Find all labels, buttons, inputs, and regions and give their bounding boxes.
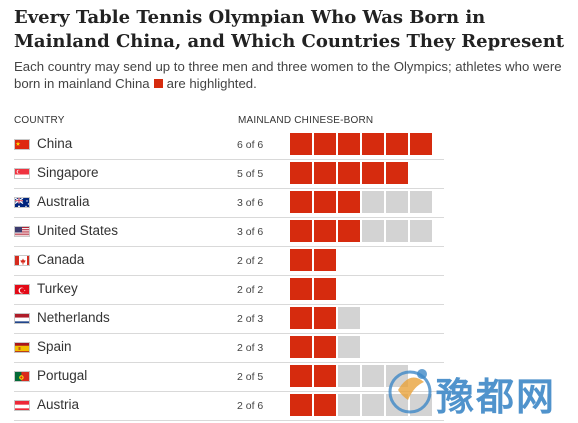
country-name: China	[37, 136, 73, 151]
born-in-china-cell	[314, 278, 336, 300]
born-in-china-cell	[314, 394, 336, 416]
china-flag-icon	[14, 139, 30, 150]
other-athlete-cell	[338, 365, 360, 387]
country-row-singapore: Singapore 5 of 5	[14, 159, 444, 189]
canada-flag-icon	[14, 255, 30, 266]
country-row-turkey: Turkey 2 of 2	[14, 275, 444, 305]
united-states-flag-icon	[14, 226, 30, 237]
born-count-label: 5 of 5	[237, 168, 264, 180]
born-in-china-cell	[338, 220, 360, 242]
country-name: Netherlands	[37, 310, 110, 325]
portugal-flag-icon	[14, 371, 30, 382]
born-in-china-cell	[314, 220, 336, 242]
born-count-label: 3 of 6	[237, 226, 264, 238]
born-in-china-cell	[338, 191, 360, 213]
country-row-portugal: Portugal 2 of 5	[14, 362, 444, 392]
born-in-china-cell	[314, 365, 336, 387]
born-count-label: 2 of 6	[237, 400, 264, 412]
singapore-flag-icon	[14, 168, 30, 179]
country-name: Canada	[37, 252, 85, 267]
turkey-flag-icon	[14, 284, 30, 295]
born-in-china-cell	[314, 162, 336, 184]
watermark: 豫都网	[384, 360, 574, 419]
other-athlete-cell	[410, 220, 432, 242]
country-row-canada: Canada 2 of 2	[14, 246, 444, 276]
other-athlete-cell	[386, 191, 408, 213]
born-in-china-cell	[362, 133, 384, 155]
country-row-united-states: United States 3 of 6	[14, 217, 444, 247]
chart-title: Every Table Tennis Olympian Who Was Born…	[14, 7, 565, 52]
country-row-austria: Austria 2 of 6	[14, 391, 444, 421]
born-in-china-cell	[410, 133, 432, 155]
born-in-china-cell	[338, 133, 360, 155]
born-count-label: 2 of 2	[237, 255, 264, 267]
other-athlete-cell	[338, 307, 360, 329]
born-in-china-cell	[314, 249, 336, 271]
watermark-logo-icon	[388, 369, 432, 414]
other-athlete-cell	[410, 191, 432, 213]
born-count-label: 2 of 3	[237, 313, 264, 325]
country-row-spain: Spain 2 of 3	[14, 333, 444, 363]
other-athlete-cell	[362, 191, 384, 213]
country-name: Turkey	[37, 281, 78, 296]
born-in-china-cell	[386, 162, 408, 184]
born-in-china-cell	[290, 336, 312, 358]
chart-subtitle: Each country may send up to three men an…	[14, 58, 574, 92]
born-in-china-cell	[290, 307, 312, 329]
born-count-label: 6 of 6	[237, 139, 264, 151]
other-athlete-cell	[362, 220, 384, 242]
other-athlete-cell	[362, 365, 384, 387]
born-in-china-cell	[290, 365, 312, 387]
born-in-china-cell	[290, 394, 312, 416]
subtitle-text-end: are highlighted.	[166, 76, 257, 91]
country-row-china: China 6 of 6	[14, 130, 444, 160]
other-athlete-cell	[338, 336, 360, 358]
born-in-china-cell	[290, 249, 312, 271]
born-in-china-cell	[314, 191, 336, 213]
other-athlete-cell	[362, 394, 384, 416]
born-in-china-cell	[290, 162, 312, 184]
born-count-label: 2 of 5	[237, 371, 264, 383]
watermark-text: 豫都网	[436, 375, 557, 419]
born-column-header: MAINLAND CHINESE-BORN	[238, 115, 374, 126]
born-in-china-cell	[290, 278, 312, 300]
born-in-china-cell	[290, 191, 312, 213]
country-name: Austria	[37, 397, 80, 412]
country-column-header: COUNTRY	[14, 115, 65, 126]
born-in-china-cell	[314, 307, 336, 329]
country-name: Portugal	[37, 368, 88, 383]
other-athlete-cell	[386, 220, 408, 242]
born-in-china-cell	[290, 133, 312, 155]
born-in-china-cell	[338, 162, 360, 184]
born-count-label: 2 of 2	[237, 284, 264, 296]
other-athlete-cell	[338, 394, 360, 416]
born-count-label: 3 of 6	[237, 197, 264, 209]
born-in-china-cell	[314, 133, 336, 155]
country-name: Spain	[37, 339, 72, 354]
spain-flag-icon	[14, 342, 30, 353]
born-count-label: 2 of 3	[237, 342, 264, 354]
netherlands-flag-icon	[14, 313, 30, 324]
country-row-netherlands: Netherlands 2 of 3	[14, 304, 444, 334]
born-in-china-cell	[314, 336, 336, 358]
country-name: Singapore	[37, 165, 99, 180]
highlight-swatch	[153, 79, 163, 88]
australia-flag-icon	[14, 197, 30, 208]
born-in-china-cell	[362, 162, 384, 184]
country-row-australia: Australia 3 of 6	[14, 188, 444, 218]
austria-flag-icon	[14, 400, 30, 411]
country-name: Australia	[37, 194, 90, 209]
subtitle-text: Each country may send up to three men an…	[14, 59, 562, 91]
country-name: United States	[37, 223, 119, 238]
born-in-china-cell	[386, 133, 408, 155]
born-in-china-cell	[290, 220, 312, 242]
